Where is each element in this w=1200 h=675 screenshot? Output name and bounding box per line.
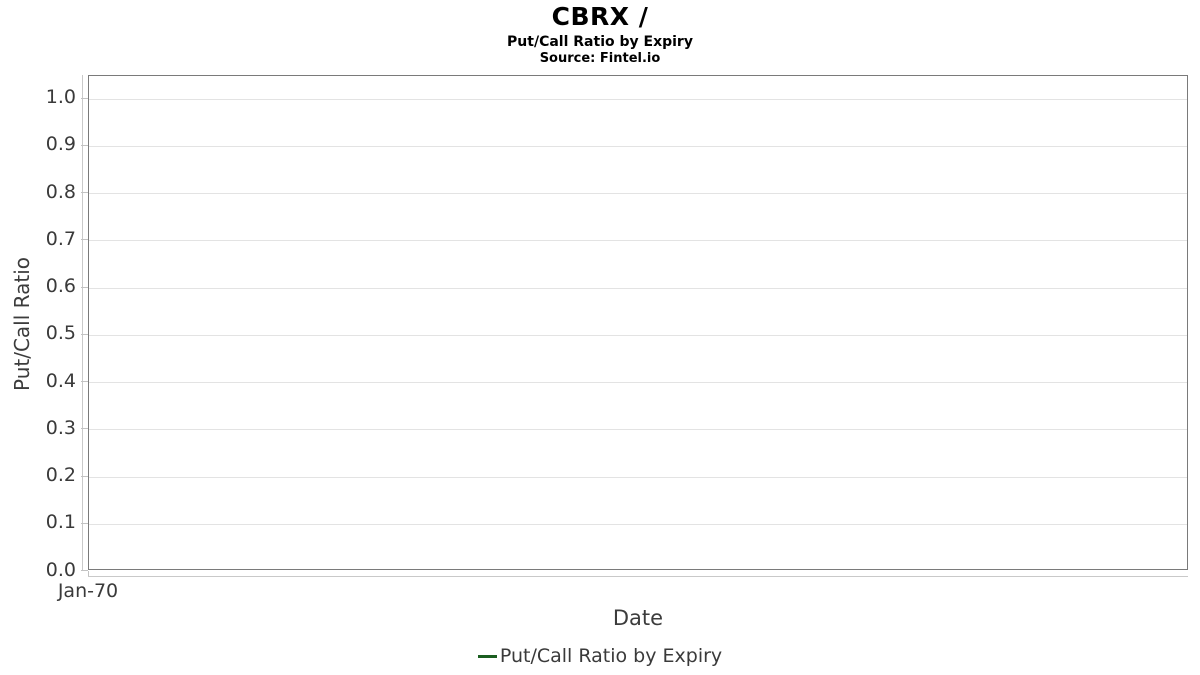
gridline: [89, 524, 1187, 525]
y-tick-label: 1.0: [45, 86, 76, 108]
gridline: [89, 429, 1187, 430]
legend-label: Put/Call Ratio by Expiry: [499, 645, 723, 667]
legend: Put/Call Ratio by Expiry: [0, 645, 1200, 667]
chart-title: CBRX /: [551, 2, 649, 31]
y-axis-spine: [82, 75, 83, 571]
y-tick-mark: [81, 476, 88, 477]
legend-entry: Put/Call Ratio by Expiry: [477, 645, 723, 667]
y-tick-label: 0.1: [45, 511, 76, 533]
y-tick-label: 0.7: [45, 228, 76, 250]
y-tick-mark: [81, 428, 88, 429]
y-tick-mark: [81, 287, 88, 288]
chart-source: Source: Fintel.io: [539, 51, 661, 66]
y-tick-label: 0.8: [45, 181, 76, 203]
y-tick-label: 0.6: [45, 275, 76, 297]
y-tick-mark: [81, 570, 88, 571]
legend-line-swatch: [477, 654, 497, 658]
gridline: [89, 99, 1187, 100]
y-tick-mark: [81, 334, 88, 335]
gridline: [89, 477, 1187, 478]
y-tick-mark: [81, 523, 88, 524]
gridline: [89, 382, 1187, 383]
x-axis-spine: [88, 576, 1188, 577]
y-axis-label: Put/Call Ratio: [10, 257, 34, 392]
y-tick-mark: [81, 381, 88, 382]
chart-subtitle: Put/Call Ratio by Expiry: [507, 34, 693, 50]
y-tick-label: 0.4: [45, 370, 76, 392]
gridline: [89, 240, 1187, 241]
gridline: [89, 146, 1187, 147]
gridline: [89, 288, 1187, 289]
y-tick-mark: [81, 98, 88, 99]
y-tick-mark: [81, 239, 88, 240]
y-tick-label: 0.3: [45, 417, 76, 439]
x-tick-mark: [88, 571, 89, 576]
y-tick-mark: [81, 145, 88, 146]
y-tick-label: 0.9: [45, 133, 76, 155]
x-axis-label: Date: [612, 606, 664, 630]
gridline: [89, 335, 1187, 336]
gridline: [89, 193, 1187, 194]
y-tick-label: 0.5: [45, 322, 76, 344]
y-tick-label: 0.0: [45, 559, 76, 581]
y-tick-mark: [81, 192, 88, 193]
plot-area: [88, 75, 1188, 570]
x-tick-label: Jan-70: [57, 580, 119, 602]
y-tick-label: 0.2: [45, 464, 76, 486]
